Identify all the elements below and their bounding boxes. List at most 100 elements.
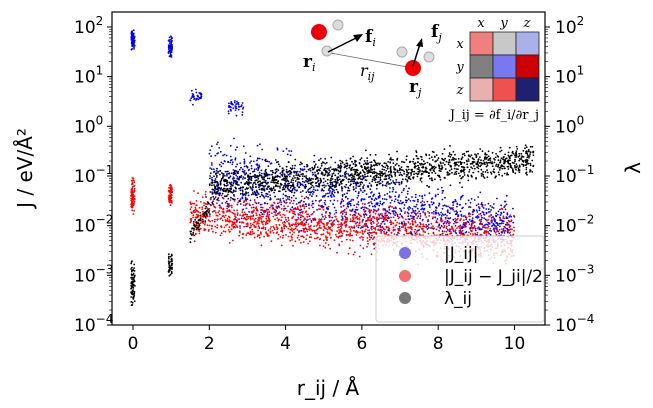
data-point: [355, 206, 358, 209]
data-point: [205, 212, 208, 215]
data-point: [326, 167, 329, 170]
data-point: [484, 153, 487, 156]
data-point: [430, 177, 433, 180]
data-point: [312, 206, 314, 209]
data-point: [435, 209, 437, 212]
data-point: [525, 164, 528, 166]
data-point: [389, 212, 392, 215]
data-point: [297, 201, 300, 204]
data-point: [193, 224, 196, 227]
data-point: [189, 241, 192, 244]
data-point: [388, 191, 391, 193]
data-point: [443, 214, 445, 216]
data-point: [219, 173, 221, 176]
data-point: [506, 231, 509, 234]
data-point: [378, 192, 381, 195]
data-point: [355, 234, 358, 236]
data-point: [329, 179, 332, 182]
data-point: [259, 214, 261, 217]
data-point: [372, 211, 375, 214]
data-point: [309, 194, 311, 196]
data-point: [388, 205, 391, 208]
data-point: [247, 215, 250, 218]
data-point: [271, 204, 274, 207]
data-point: [389, 183, 391, 185]
data-point: [383, 178, 386, 181]
data-point: [130, 287, 133, 290]
data-point: [328, 232, 331, 235]
data-point: [273, 202, 276, 205]
data-point: [324, 227, 327, 230]
data-point: [316, 169, 318, 172]
data-point: [131, 301, 134, 304]
data-point: [375, 225, 378, 228]
data-point: [518, 152, 521, 155]
data-point: [234, 109, 237, 111]
data-point: [432, 151, 435, 154]
data-point: [411, 233, 414, 236]
data-point: [232, 239, 234, 242]
data-point: [226, 175, 228, 177]
data-point: [268, 213, 271, 216]
data-point: [248, 211, 251, 213]
data-point: [304, 187, 306, 189]
data-point: [219, 206, 222, 209]
data-point: [367, 163, 370, 165]
data-point: [316, 209, 318, 211]
data-point: [358, 162, 361, 165]
data-point: [192, 231, 195, 234]
data-point: [483, 231, 485, 234]
data-point: [428, 192, 431, 195]
data-point: [500, 164, 503, 167]
data-point: [132, 297, 134, 299]
data-point: [483, 214, 486, 216]
data-point: [168, 274, 171, 277]
data-point: [256, 164, 259, 167]
data-point: [463, 161, 466, 164]
data-point: [462, 219, 465, 222]
data-point: [314, 178, 317, 181]
data-point: [327, 205, 330, 208]
data-point: [262, 223, 264, 226]
data-point: [302, 184, 304, 187]
data-point: [487, 211, 490, 214]
data-point: [435, 160, 438, 163]
data-point: [310, 228, 313, 231]
data-point: [325, 161, 328, 164]
data-point: [339, 167, 342, 170]
data-point: [485, 158, 488, 160]
data-point: [231, 161, 234, 164]
data-point: [341, 179, 344, 182]
data-point: [261, 213, 264, 216]
data-point: [294, 180, 297, 182]
data-point: [469, 155, 472, 158]
data-point: [373, 208, 375, 211]
data-point: [249, 232, 252, 234]
data-point: [366, 218, 369, 221]
data-point: [168, 39, 171, 41]
data-point: [234, 148, 237, 151]
data-point: [282, 209, 285, 212]
data-point: [296, 176, 299, 179]
data-point: [219, 192, 221, 195]
data-point: [320, 199, 322, 202]
data-point: [260, 203, 263, 206]
data-point: [301, 177, 304, 180]
data-point: [489, 210, 491, 213]
data-point: [276, 227, 279, 230]
data-point: [246, 166, 249, 168]
data-point: [224, 201, 227, 204]
data-point: [328, 227, 330, 230]
data-point: [430, 222, 433, 225]
data-point: [255, 214, 258, 217]
data-point: [334, 174, 337, 177]
data-point: [290, 196, 293, 199]
data-point: [515, 163, 518, 166]
data-point: [407, 198, 410, 201]
data-point: [370, 234, 373, 237]
data-point: [416, 173, 419, 176]
data-point: [167, 253, 170, 256]
data-point: [370, 197, 373, 200]
data-point: [195, 213, 198, 216]
data-point: [314, 171, 316, 174]
